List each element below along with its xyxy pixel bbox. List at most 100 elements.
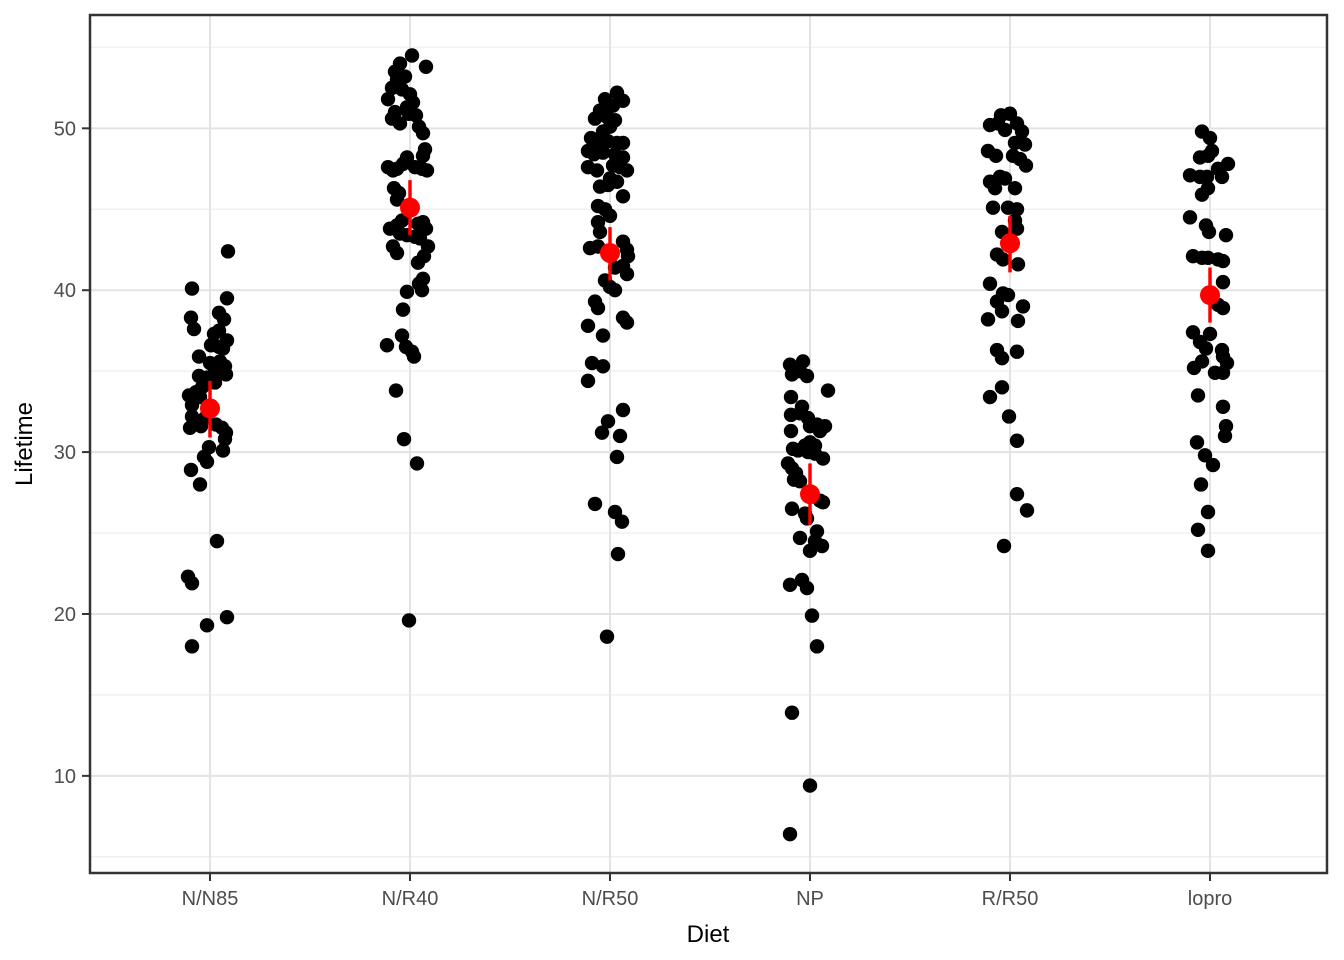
data-point	[995, 252, 1011, 267]
data-point	[1009, 433, 1025, 448]
data-point	[610, 546, 626, 562]
data-point	[815, 451, 831, 466]
data-point	[406, 349, 422, 364]
data-point	[997, 171, 1013, 186]
data-point	[1200, 148, 1216, 164]
mean-point	[600, 242, 620, 263]
data-point	[615, 189, 631, 204]
data-point	[192, 477, 208, 492]
data-point	[814, 538, 830, 554]
mean-point	[1000, 233, 1020, 254]
data-point	[215, 443, 231, 458]
data-point	[783, 389, 799, 405]
data-point	[602, 208, 618, 223]
data-point	[802, 778, 818, 793]
data-point	[820, 383, 836, 398]
data-point	[587, 496, 603, 512]
data-point	[615, 135, 631, 151]
dynamic-chart-layer: 10 20 30 40 50 N/N85 N/R40 N/R50 NP R/R50 lopro	[54, 13, 1329, 910]
data-point	[1205, 457, 1221, 473]
data-point	[1010, 257, 1026, 272]
data-point	[595, 145, 611, 160]
data-point	[594, 425, 610, 440]
data-point	[1215, 253, 1231, 269]
y-tick-label: 40	[54, 280, 76, 302]
data-point	[414, 283, 430, 298]
data-point	[590, 134, 606, 149]
data-point	[217, 431, 233, 447]
data-point	[401, 613, 417, 628]
data-point	[215, 341, 231, 356]
data-point	[1214, 169, 1230, 185]
data-point	[1017, 137, 1033, 152]
data-point	[614, 514, 630, 529]
data-point	[1009, 202, 1025, 217]
data-point	[580, 318, 596, 334]
data-point	[183, 462, 199, 478]
data-point	[184, 281, 200, 296]
data-point	[1009, 344, 1025, 359]
data-point	[985, 200, 1001, 215]
data-point	[1015, 299, 1031, 314]
data-point	[409, 456, 425, 471]
data-point	[792, 530, 808, 546]
data-point	[1189, 435, 1205, 450]
data-point	[206, 326, 222, 342]
data-point	[1009, 221, 1025, 236]
data-point	[396, 431, 412, 447]
data-point	[379, 338, 395, 353]
mean-point	[800, 484, 820, 505]
data-point	[1014, 124, 1030, 139]
data-point	[592, 224, 608, 240]
data-point	[599, 629, 615, 644]
data-point	[982, 276, 998, 291]
data-point	[1001, 409, 1017, 424]
data-point	[418, 59, 434, 75]
data-point	[1217, 428, 1233, 444]
data-point	[1193, 477, 1209, 492]
data-point	[605, 98, 621, 113]
data-point	[1007, 181, 1023, 196]
data-point	[1197, 448, 1213, 463]
mean-point	[400, 197, 420, 218]
data-point	[392, 116, 408, 131]
data-point	[1182, 210, 1198, 225]
data-point	[199, 454, 215, 470]
data-point	[600, 177, 616, 193]
data-point	[186, 321, 202, 337]
data-point	[784, 501, 800, 516]
y-tick-label: 20	[54, 604, 76, 626]
y-tick-label: 50	[54, 118, 76, 140]
data-point	[792, 474, 808, 489]
data-point	[408, 108, 424, 123]
data-point	[399, 284, 415, 300]
data-point	[619, 315, 635, 330]
y-tick-label: 10	[54, 766, 76, 788]
data-point	[590, 300, 606, 316]
data-point	[191, 349, 207, 364]
data-point	[1010, 313, 1026, 329]
panel-border	[88, 13, 1329, 875]
data-point	[1019, 503, 1035, 518]
data-point	[182, 420, 198, 436]
data-point	[404, 48, 420, 63]
data-point	[799, 368, 815, 384]
x-axis-title: Diet	[687, 921, 730, 948]
data-point	[389, 192, 405, 207]
data-point	[782, 826, 798, 842]
data-point	[220, 244, 236, 259]
data-point	[997, 122, 1013, 138]
data-point	[994, 380, 1010, 395]
data-point	[1009, 486, 1025, 502]
data-point	[218, 367, 234, 382]
data-point	[619, 266, 635, 282]
data-point	[1186, 360, 1202, 376]
data-point	[988, 148, 1004, 164]
data-point	[1215, 300, 1231, 316]
data-point	[193, 418, 209, 434]
x-tick-label: lopro	[1188, 888, 1232, 910]
data-point	[1199, 169, 1215, 185]
data-point	[994, 304, 1010, 319]
data-point	[419, 163, 435, 178]
